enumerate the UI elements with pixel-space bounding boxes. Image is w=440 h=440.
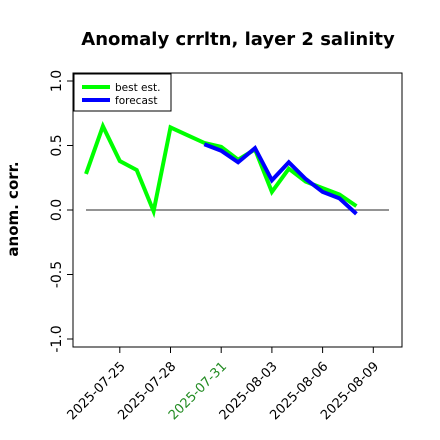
legend-label-forecast: forecast: [115, 95, 157, 107]
legend-label-best-est: best est.: [115, 82, 160, 94]
chart-title: Anomaly crrltn, layer 2 salinity: [81, 29, 395, 50]
y-tick-label: 0.0: [49, 199, 65, 221]
y-tick-label: 1.0: [49, 70, 65, 92]
y-axis: -1.0 -0.5 0.0 0.5 1.0: [49, 70, 73, 353]
y-axis-label: anom. corr.: [4, 161, 22, 256]
y-tick-label: 0.5: [49, 134, 65, 156]
y-tick-label: -1.0: [49, 325, 65, 352]
series-layer: [84, 121, 358, 219]
y-tick-label: -0.5: [49, 261, 65, 288]
series-line-best-est: [84, 121, 358, 219]
legend-box: [73, 73, 172, 112]
legend: best est. forecast: [73, 73, 172, 112]
series-line-forecast: [203, 142, 358, 216]
x-axis: 2025-07-252025-07-282025-07-312025-08-03…: [65, 347, 382, 423]
